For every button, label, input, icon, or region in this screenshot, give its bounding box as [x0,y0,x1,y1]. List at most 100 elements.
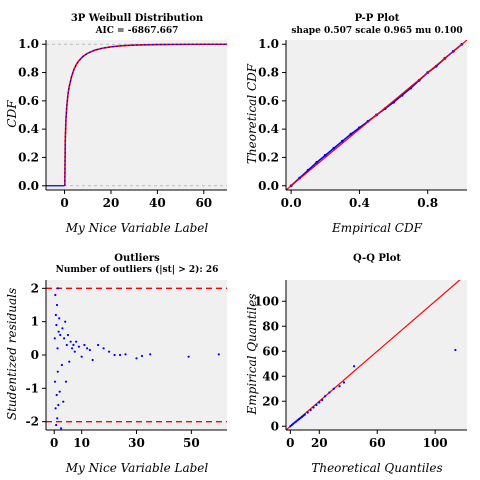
residual-point [86,347,89,350]
y-tick-label: 0.6 [258,94,279,108]
residual-point [72,343,75,347]
residual-point [113,353,116,357]
plot-content [46,287,227,430]
qq-point [352,365,356,368]
y-axis-label: Theoretical CDF [245,63,259,164]
x-tick-label: 20 [103,196,120,210]
y-tick-label: -2 [26,415,39,429]
y-axis-label: Empirical Quantiles [245,294,259,416]
residual-point [61,327,64,330]
qq-point [309,408,312,412]
x-tick-label: 20 [311,436,328,450]
residual-point [58,317,61,320]
residual-point [187,355,190,358]
residual-point [83,343,86,347]
qq-point [342,381,346,384]
y-tick-label: 0 [31,348,39,362]
residual-point [53,337,56,340]
plot-content [46,43,227,187]
residual-point [124,353,127,356]
residual-point [55,323,58,327]
plot-area [46,280,227,430]
y-tick-label: 0 [271,419,279,433]
residual-point [56,370,59,373]
residual-point [135,357,138,360]
qq-point [315,403,318,407]
y-tick-label: 0.8 [258,66,279,80]
panel-title: Outliers [114,253,160,264]
plot-content [286,280,461,430]
panel-outliers: Outliers Number of outliers (|st| > 2): … [5,253,227,475]
y-tick-label: 0.8 [18,66,39,80]
panel-qq-plot: Q-Q Plot Theoretical Quantiles Empirical… [245,253,467,475]
y-tick-label: 60 [262,344,279,358]
y-tick-label: -1 [26,381,39,395]
y-tick-label: 20 [262,394,279,408]
qq-point [318,401,321,404]
qq-point [306,411,309,414]
x-tick-label: 0.8 [417,196,438,210]
y-tick-label: 0.4 [258,122,279,136]
panel-subtitle: shape 0.507 scale 0.965 mu 0.100 [291,26,462,36]
residual-point [54,407,57,410]
qq-point [295,420,298,423]
qq-point [338,385,341,388]
qq-point [323,395,327,398]
panel-pp-plot: P-P Plot shape 0.507 scale 0.965 mu 0.10… [245,13,467,235]
x-tick-label: 0 [60,196,68,210]
x-tick-label: 60 [369,436,386,450]
residual-point [57,403,60,407]
x-axis-label: My Nice Variable Label [65,461,209,475]
x-axis-label: Empirical CDF [331,221,423,235]
y-tick-label: 0.0 [258,179,279,193]
y-tick-label: 0.0 [18,179,39,193]
residual-point [54,293,57,297]
plot-content [286,40,467,190]
x-tick-label: 50 [183,436,200,450]
residual-point [66,333,70,337]
y-tick-label: 1.0 [258,37,279,51]
residual-point [80,355,83,358]
residual-point [91,358,94,362]
residual-point [55,423,58,427]
residual-point [69,340,72,343]
reference-diagonal [286,40,467,190]
residual-point [55,303,59,307]
y-axis-label: CDF [5,100,19,128]
empirical-cdf-line [64,43,227,186]
qq-point [312,406,315,409]
y-tick-label: 0.2 [258,150,279,164]
y-tick-label: 0.4 [18,122,39,136]
residual-point [64,380,68,383]
x-tick-label: 0 [50,436,58,450]
qq-point [321,398,324,402]
qq-point [303,413,306,416]
qq-point [289,425,292,428]
qq-point [332,387,335,390]
residual-point [102,347,105,350]
y-tick-label: 100 [254,294,279,308]
plot-area [46,40,227,190]
residual-point [97,343,100,347]
x-tick-label: 0.0 [281,196,302,210]
x-tick-label: 0.4 [349,196,370,210]
residual-point [59,427,63,430]
residual-point [55,393,58,397]
x-tick-label: 40 [149,196,166,210]
x-tick-label: 100 [423,436,448,450]
residual-point [65,343,68,347]
y-tick-label: 1 [31,315,39,329]
residual-point [56,347,59,350]
qq-point [292,422,295,425]
x-tick-label: 0 [286,436,294,450]
panel-subtitle: AIC = -6867.667 [95,26,179,36]
panel-title: 3P Weibull Distribution [71,13,204,24]
residual-point [217,353,220,356]
residual-point [88,348,91,352]
y-tick-label: 0.2 [18,150,39,164]
residual-point [60,363,64,367]
y-tick-label: 40 [262,369,279,383]
residual-point [56,417,59,420]
residual-point [53,380,57,383]
